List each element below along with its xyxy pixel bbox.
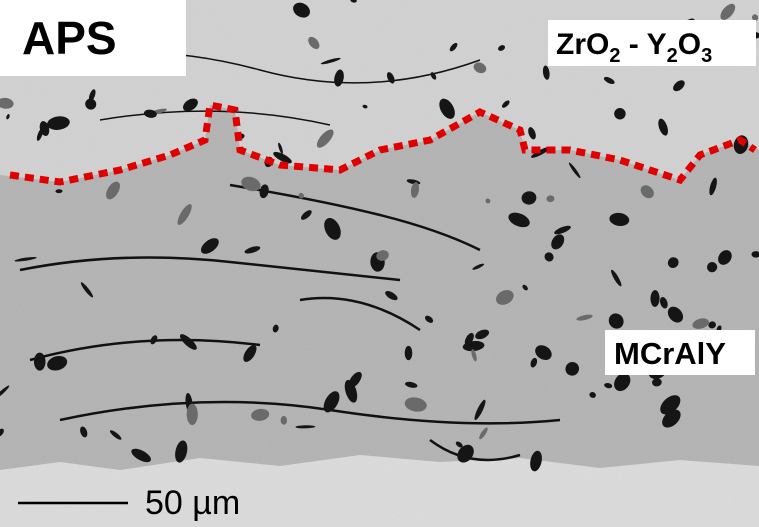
label-part: - Y <box>620 28 666 61</box>
bond-coat-label: MCrAlY <box>614 336 726 371</box>
label-part: ZrO <box>556 28 609 61</box>
subscript: 2 <box>609 45 620 67</box>
subscript: 2 <box>667 45 678 67</box>
label-part: O <box>678 28 701 61</box>
scale-label: 50 µm <box>145 484 240 522</box>
pore <box>405 346 413 360</box>
pore <box>187 404 198 425</box>
pore <box>34 353 46 371</box>
subscript: 3 <box>701 45 712 67</box>
micrograph: APS ZrO2 - Y2O3 MCrAlY 50 µm <box>0 0 759 527</box>
process-label: APS <box>22 12 117 64</box>
page: APS ZrO2 - Y2O3 MCrAlY 50 µm (() => { co… <box>0 0 759 527</box>
